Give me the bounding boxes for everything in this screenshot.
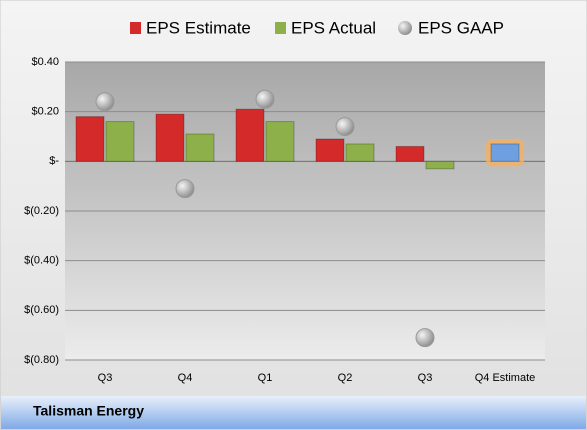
legend: EPS Estimate EPS Actual EPS GAAP (130, 18, 504, 37)
gaap-marker (415, 328, 435, 348)
y-tick-label: $0.20 (31, 106, 59, 118)
bar (345, 143, 375, 162)
x-tick-label: Q2 (338, 372, 353, 384)
company-name: Talisman Energy (33, 403, 144, 419)
bar (155, 113, 185, 162)
bar (395, 145, 425, 162)
legend-label: EPS Actual (291, 18, 376, 37)
y-tick-label: $(0.60) (24, 304, 59, 316)
x-tick-label: Q4 (178, 372, 193, 384)
footer (1, 396, 586, 429)
legend-swatch (398, 21, 412, 35)
bar (105, 121, 135, 162)
legend-label: EPS GAAP (418, 18, 504, 37)
gaap-marker (175, 179, 195, 199)
legend-swatch (275, 22, 286, 34)
legend-swatch (130, 22, 141, 34)
x-tick-label: Q4 Estimate (475, 372, 536, 384)
gaap-marker (335, 117, 355, 137)
legend-label: EPS Estimate (146, 18, 251, 37)
x-tick-label: Q3 (418, 372, 433, 384)
y-tick-label: $- (49, 155, 59, 167)
gaap-marker (95, 92, 115, 112)
y-tick-label: $(0.20) (24, 205, 59, 217)
bar (185, 133, 215, 162)
bar (490, 143, 520, 162)
bar (265, 121, 295, 162)
bar (315, 138, 345, 162)
gaap-marker (255, 89, 275, 109)
y-tick-label: $(0.40) (24, 255, 59, 267)
bar (235, 108, 265, 162)
x-tick-label: Q3 (98, 372, 113, 384)
y-tick-label: $(0.80) (24, 354, 59, 366)
x-tick-label: Q1 (258, 372, 273, 384)
bar (75, 116, 105, 162)
y-tick-label: $0.40 (31, 56, 59, 68)
bar (425, 160, 455, 170)
